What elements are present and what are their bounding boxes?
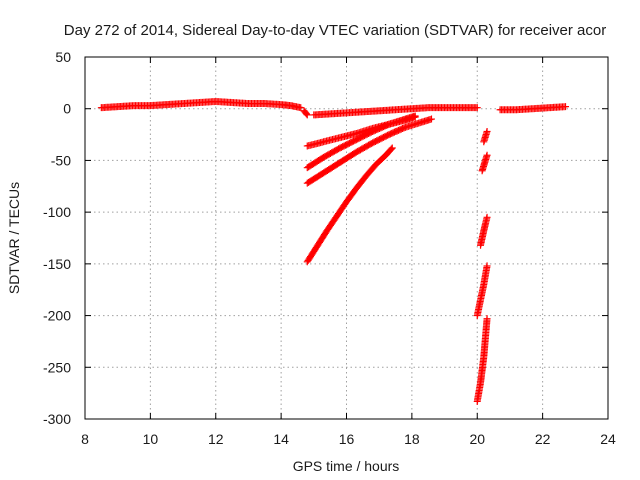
data-point — [476, 298, 484, 306]
x-tick-label: 24 — [600, 431, 616, 447]
data-point — [370, 163, 378, 171]
x-tick-label: 8 — [81, 431, 89, 447]
y-tick-label: -200 — [43, 308, 71, 324]
chart-title: Day 272 of 2014, Sidereal Day-to-day VTE… — [64, 22, 606, 39]
data-point — [302, 110, 310, 118]
x-tick-label: 12 — [208, 431, 224, 447]
y-tick-label: 0 — [63, 101, 71, 117]
data-points — [97, 97, 570, 405]
series-arc-6 — [303, 112, 419, 172]
x-tick-label: 14 — [273, 431, 289, 447]
series-arc-2 — [300, 107, 311, 119]
data-point — [311, 245, 319, 253]
data-point — [295, 103, 303, 111]
data-point — [483, 153, 491, 161]
data-point — [472, 104, 480, 112]
x-tick-label: 16 — [339, 431, 355, 447]
y-tick-label: -100 — [43, 204, 71, 220]
data-point — [483, 215, 491, 223]
series-arc-10 — [478, 151, 491, 175]
x-tick-label: 22 — [535, 431, 551, 447]
series-arc-4 — [496, 103, 570, 114]
data-point — [333, 160, 341, 168]
data-point — [351, 130, 359, 138]
x-axis-label: GPS time / hours — [293, 458, 400, 474]
data-point — [382, 121, 390, 129]
data-point — [399, 125, 407, 133]
data-point — [479, 228, 487, 236]
data-point — [387, 145, 395, 153]
y-tick-label: -150 — [43, 256, 71, 272]
series-arc-3 — [310, 104, 481, 119]
data-point — [333, 146, 341, 154]
series-arc-1 — [97, 97, 305, 112]
data-point — [360, 174, 368, 182]
y-tick-label: 50 — [55, 49, 71, 65]
data-point — [351, 187, 359, 195]
y-tick-label: -50 — [51, 152, 71, 168]
data-point — [318, 138, 326, 146]
data-point — [317, 155, 325, 163]
series-arc-12 — [473, 262, 491, 320]
series-arc-13 — [473, 315, 491, 405]
data-point — [317, 170, 325, 178]
data-point — [560, 103, 568, 111]
data-point — [334, 134, 342, 142]
data-point — [410, 112, 418, 120]
x-tick-label: 20 — [469, 431, 485, 447]
data-point — [380, 153, 388, 161]
data-point — [483, 316, 491, 324]
data-point — [350, 137, 358, 145]
data-point — [386, 146, 394, 154]
data-point — [321, 229, 329, 237]
data-point — [341, 200, 349, 208]
data-point — [426, 116, 434, 123]
series-arc-8 — [303, 144, 396, 266]
data-point — [366, 140, 374, 148]
y-axis-label: SDTVAR / TECUs — [6, 182, 22, 294]
series-arc-7 — [303, 115, 435, 187]
x-tick-label: 10 — [143, 431, 159, 447]
data-point — [382, 132, 390, 140]
data-point — [366, 129, 374, 137]
y-tick-label: -300 — [43, 411, 71, 427]
series-arc-9 — [480, 127, 491, 146]
y-tick-label: -250 — [43, 359, 71, 375]
data-point — [331, 215, 339, 223]
x-tick-label: 18 — [404, 431, 420, 447]
data-point — [483, 263, 491, 271]
data-point — [483, 129, 491, 137]
axis-ticks: 8 10 12 14 16 18 20 22 24 50 0 -50 -100 -150 -200 -250 -… — [43, 49, 616, 447]
series-arc-11 — [477, 213, 491, 249]
data-point — [350, 150, 358, 158]
